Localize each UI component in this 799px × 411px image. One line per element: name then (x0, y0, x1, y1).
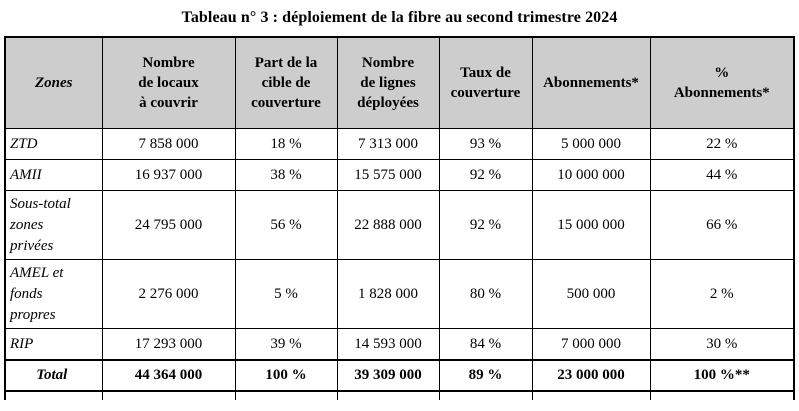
cell-lignes: 14 593 000 (336, 328, 440, 361)
column-header-pct-abonnements: % Abonnements* (649, 36, 795, 129)
cell-locaux: 16 937 000 (101, 159, 236, 191)
column-header-zones: Zones (4, 36, 103, 129)
cell-lignes: 7 313 000 (336, 128, 440, 160)
table-title: Tableau n° 3 : déploiement de la fibre a… (181, 9, 618, 26)
cell-part-cible-total: 100 % (234, 359, 338, 392)
cell-locaux: 24 795 000 (101, 190, 236, 260)
cell-taux: 92 % (438, 159, 533, 191)
cell-pct-abonnements-total: 100 %** (649, 359, 795, 392)
document-page: Tableau n° 3 : déploiement de la fibre a… (0, 9, 799, 400)
cell-abonnements: 10 000 000 (531, 159, 651, 191)
cell-part-cible: 5 % (234, 259, 338, 329)
cell-abonnements: 15 000 000 (531, 190, 651, 260)
table-row-sous-total-zones-privees: Sous-total zones privées 24 795 000 56 %… (4, 190, 795, 260)
cell-lignes: 22 888 000 (336, 190, 440, 260)
column-header-locaux-a-couvrir: Nombre de locaux à couvrir (101, 36, 236, 129)
cell-taux: 92 % (438, 190, 533, 260)
cell-taux: 84 % (438, 328, 533, 361)
table-row-ztd: ZTD 7 858 000 18 % 7 313 000 93 % 5 000 … (4, 128, 795, 160)
cell-part-cible: 56 % (234, 190, 338, 260)
table-row-total: Total 44 364 000 100 % 39 309 000 89 % 2… (4, 359, 795, 392)
table-row-cutoff (4, 390, 795, 400)
zone-label: ZTD (4, 128, 103, 160)
cell-lignes: 15 575 000 (336, 159, 440, 191)
zone-label: AMEL et fonds propres (4, 259, 103, 329)
column-header-lignes-deployees: Nombre de lignes déployées (336, 36, 440, 129)
cell-pct-abonnements: 44 % (649, 159, 795, 191)
column-header-taux-couverture: Taux de couverture (438, 36, 533, 129)
cell-pct-abonnements: 66 % (649, 190, 795, 260)
cell-taux-total: 89 % (438, 359, 533, 392)
cell-lignes-total: 39 309 000 (336, 359, 440, 392)
column-header-part-cible: Part de la cible de couverture (234, 36, 338, 129)
zone-label: Sous-total zones privées (4, 190, 103, 260)
cell-locaux-total: 44 364 000 (101, 359, 236, 392)
cell-locaux: 7 858 000 (101, 128, 236, 160)
table-row-amii: AMII 16 937 000 38 % 15 575 000 92 % 10 … (4, 159, 795, 191)
zone-label: RIP (4, 328, 103, 361)
zone-label-total: Total (4, 359, 103, 392)
cell-part-cible: 18 % (234, 128, 338, 160)
table-container: Zones Nombre de locaux à couvrir Part de… (0, 36, 799, 400)
cell-taux: 93 % (438, 128, 533, 160)
cell-lignes: 1 828 000 (336, 259, 440, 329)
cell-pct-abonnements: 30 % (649, 328, 795, 361)
cell-abonnements: 500 000 (531, 259, 651, 329)
column-header-abonnements: Abonnements* (531, 36, 651, 129)
cell-pct-abonnements: 2 % (649, 259, 795, 329)
table-row-amel-fonds-propres: AMEL et fonds propres 2 276 000 5 % 1 82… (4, 259, 795, 329)
cell-abonnements: 5 000 000 (531, 128, 651, 160)
zone-label: AMII (4, 159, 103, 191)
cell-taux: 80 % (438, 259, 533, 329)
cell-abonnements: 7 000 000 (531, 328, 651, 361)
cell-pct-abonnements: 22 % (649, 128, 795, 160)
cell-abonnements-total: 23 000 000 (531, 359, 651, 392)
table-header-row: Zones Nombre de locaux à couvrir Part de… (4, 36, 795, 129)
cell-part-cible: 38 % (234, 159, 338, 191)
cell-locaux: 2 276 000 (101, 259, 236, 329)
cell-locaux: 17 293 000 (101, 328, 236, 361)
table-row-rip: RIP 17 293 000 39 % 14 593 000 84 % 7 00… (4, 328, 795, 361)
fiber-deployment-table: Zones Nombre de locaux à couvrir Part de… (4, 36, 795, 400)
cell-part-cible: 39 % (234, 328, 338, 361)
